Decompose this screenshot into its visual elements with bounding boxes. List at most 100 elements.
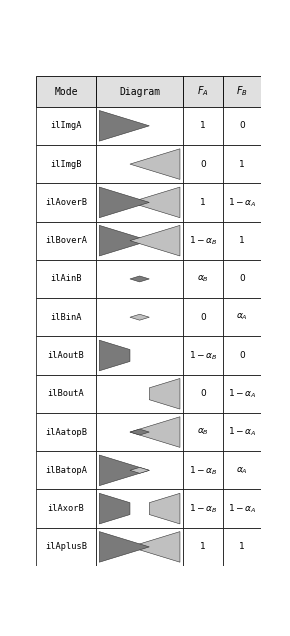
Bar [184,145,223,183]
Text: $\alpha_B$: $\alpha_B$ [197,427,209,438]
Text: 0: 0 [200,160,206,169]
Bar [184,183,223,221]
Bar [184,221,223,259]
Bar [36,107,96,145]
Text: $1-\alpha_A$: $1-\alpha_A$ [228,387,256,400]
Polygon shape [130,225,180,256]
Bar [223,298,261,336]
Text: $1-\alpha_A$: $1-\alpha_A$ [228,196,256,209]
Polygon shape [99,187,149,218]
Polygon shape [99,340,130,371]
Text: ilBinA: ilBinA [50,313,82,322]
Bar [223,336,261,375]
Text: 1: 1 [239,236,245,245]
Text: 1: 1 [200,543,206,551]
Bar [223,528,261,566]
Text: 1: 1 [200,121,206,130]
Bar [36,375,96,413]
Text: 0: 0 [200,313,206,322]
Text: $\alpha_B$: $\alpha_B$ [197,273,209,284]
Text: Mode: Mode [54,86,78,97]
Text: ilImgB: ilImgB [50,160,82,169]
Bar [184,528,223,566]
Bar [223,107,261,145]
Bar [36,413,96,451]
Polygon shape [99,532,149,562]
Bar [223,221,261,259]
Text: $\alpha_A$: $\alpha_A$ [236,312,248,322]
Text: 1: 1 [239,160,245,169]
Bar [223,183,261,221]
Polygon shape [99,455,149,486]
Bar [36,528,96,566]
Text: $F_B$: $F_B$ [236,85,248,99]
Polygon shape [130,187,180,218]
Text: ilBatopA: ilBatopA [45,466,87,475]
Bar [96,76,184,107]
Bar [223,76,261,107]
Bar [96,298,184,336]
Polygon shape [149,378,180,409]
Text: $1-\alpha_B$: $1-\alpha_B$ [189,464,218,476]
Bar [184,375,223,413]
Bar [36,259,96,298]
Bar [96,145,184,183]
Text: ilAplusB: ilAplusB [45,543,87,551]
Text: ilAxorB: ilAxorB [48,504,84,513]
Bar [184,413,223,451]
Bar [223,413,261,451]
Bar [184,76,223,107]
Bar [223,259,261,298]
Text: $\alpha_A$: $\alpha_A$ [236,465,248,476]
Polygon shape [130,429,149,435]
Bar [36,221,96,259]
Bar [223,375,261,413]
Text: $1-\alpha_B$: $1-\alpha_B$ [189,502,218,515]
Polygon shape [130,467,149,473]
Polygon shape [130,417,180,447]
Bar [96,528,184,566]
Text: ilAoverB: ilAoverB [45,198,87,207]
Bar [184,490,223,528]
Text: ilBoutA: ilBoutA [48,389,84,398]
Bar [184,107,223,145]
Polygon shape [99,494,130,524]
Bar [184,298,223,336]
Bar [223,490,261,528]
Bar [96,375,184,413]
Text: $F_A$: $F_A$ [197,85,209,99]
Bar [36,298,96,336]
Bar [36,490,96,528]
Bar [184,451,223,490]
Bar [223,145,261,183]
Polygon shape [99,111,149,141]
Text: 1: 1 [200,198,206,207]
Bar [36,336,96,375]
Bar [36,451,96,490]
Text: ilAoutB: ilAoutB [48,351,84,360]
Text: ilAatopB: ilAatopB [45,427,87,436]
Polygon shape [130,532,180,562]
Polygon shape [130,276,149,282]
Text: $1-\alpha_A$: $1-\alpha_A$ [228,502,256,515]
Polygon shape [149,494,180,524]
Bar [96,413,184,451]
Text: 0: 0 [239,275,245,284]
Bar [96,490,184,528]
Text: ilBoverA: ilBoverA [45,236,87,245]
Text: ilImgA: ilImgA [50,121,82,130]
Bar [96,183,184,221]
Bar [96,221,184,259]
Text: 1: 1 [239,543,245,551]
Polygon shape [130,149,180,179]
Text: 0: 0 [239,121,245,130]
Polygon shape [99,225,149,256]
Text: 0: 0 [200,389,206,398]
Bar [223,451,261,490]
Bar [184,336,223,375]
Bar [184,259,223,298]
Text: Diagram: Diagram [119,86,160,97]
Text: $1-\alpha_B$: $1-\alpha_B$ [189,349,218,362]
Text: $1-\alpha_A$: $1-\alpha_A$ [228,426,256,438]
Polygon shape [130,314,149,320]
